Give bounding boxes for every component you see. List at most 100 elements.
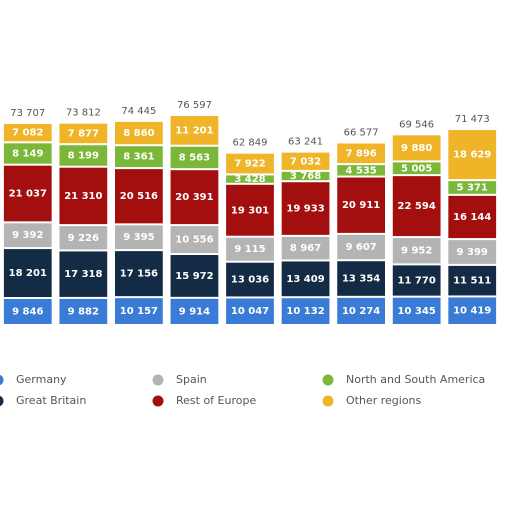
segment-label: 8 199 [68,150,99,161]
segment-label: 9 392 [12,230,43,241]
segment-label: 19 301 [231,205,269,216]
bar-segment [281,182,330,235]
segment-label: 9 226 [68,233,99,244]
segment-label: 17 318 [64,269,102,280]
segment-label: 7 032 [290,156,321,167]
bar-segment [281,171,330,181]
legend-marker [322,395,334,407]
legend-marker [0,395,4,407]
segment-label: 20 391 [175,192,213,203]
bar-segment [337,177,385,233]
bar-segment [115,225,163,250]
total-label: 73 812 [66,108,101,119]
bar-segment [281,152,330,170]
bar-segment [448,130,497,180]
segment-label: 22 594 [398,201,436,212]
segment-label: 20 911 [342,200,380,211]
legend-marker [322,374,334,386]
segment-label: 9 846 [12,307,43,318]
total-label: 62 849 [233,138,268,149]
total-label: 73 707 [10,108,45,119]
bar-segment [115,251,163,297]
segment-label: 9 914 [179,306,210,317]
bar-segment [3,123,52,142]
bar-segment [281,261,330,297]
bar-segment [170,255,219,297]
bar-segment [337,234,385,260]
bar-segment [59,123,108,144]
legend-marker [152,395,164,407]
segment-label: 8 860 [123,128,154,139]
segment-label: 11 201 [175,125,213,136]
bar-segment [337,143,385,164]
bar-segment [392,135,441,161]
segment-label: 7 877 [68,128,99,139]
segment-label: 10 556 [175,235,213,246]
legend-label: Germany [16,373,67,386]
segment-label: 10 132 [286,306,324,317]
legend-label: Great Britain [16,394,86,407]
segment-label: 10 419 [453,306,491,317]
bar-segment [59,226,108,250]
segment-label: 7 896 [345,148,376,159]
bar-segment [3,223,52,248]
bar-segment [59,167,108,225]
bar-segment [226,237,274,261]
segment-label: 5 371 [457,182,488,193]
segment-label: 8 361 [123,152,154,163]
bar-segment [115,298,163,324]
bar-segment [448,181,497,194]
bar-segment [226,262,274,297]
bar-segment [3,165,52,222]
segment-label: 16 144 [453,212,491,223]
segment-label: 11 511 [453,276,491,287]
segment-label: 9 882 [68,306,99,317]
segment-label: 11 770 [398,276,436,287]
bar-segment [392,162,441,175]
bar-segment [59,251,108,297]
bar-segment [392,297,441,324]
segment-label: 17 156 [120,269,158,280]
bar-segment [170,298,219,324]
segment-label: 19 933 [286,204,324,215]
bar-segment [170,146,219,169]
bar-segment [448,240,497,264]
segment-label: 7 922 [234,159,265,170]
bar-segment [170,226,219,254]
total-label: 76 597 [177,100,212,111]
total-label: 66 577 [344,127,379,138]
bar-segment [281,236,330,260]
segment-label: 9 395 [123,232,154,243]
segment-label: 15 972 [175,271,213,282]
bar-segment [337,261,385,296]
bar-segment [448,265,497,296]
segment-label: 18 629 [453,150,491,161]
bar-segment [337,297,385,324]
bar-segment [59,145,108,166]
bar-segment [448,297,497,324]
legend-label: North and South America [346,373,485,386]
segment-label: 10 274 [342,306,380,317]
legend-label: Rest of Europe [176,394,256,407]
bar-segment [392,238,441,264]
legend-marker [0,374,4,386]
segment-label: 10 345 [398,306,436,317]
segment-label: 3 768 [290,171,321,182]
segment-label: 8 149 [12,149,43,160]
segment-label: 13 354 [342,274,380,285]
legend-label: Spain [176,373,207,386]
bar-segment [392,176,441,237]
segment-label: 21 310 [64,191,102,202]
bar-segment [281,298,330,324]
segment-label: 13 409 [286,274,324,285]
bar-segment [337,165,385,176]
segment-label: 10 047 [231,306,269,317]
segment-label: 9 399 [457,247,488,258]
bar-segment [115,169,163,224]
total-label: 71 473 [455,114,490,125]
segment-label: 8 967 [290,243,321,254]
segment-label: 9 952 [401,246,432,257]
total-label: 74 445 [121,106,156,117]
total-label: 63 241 [288,137,323,148]
